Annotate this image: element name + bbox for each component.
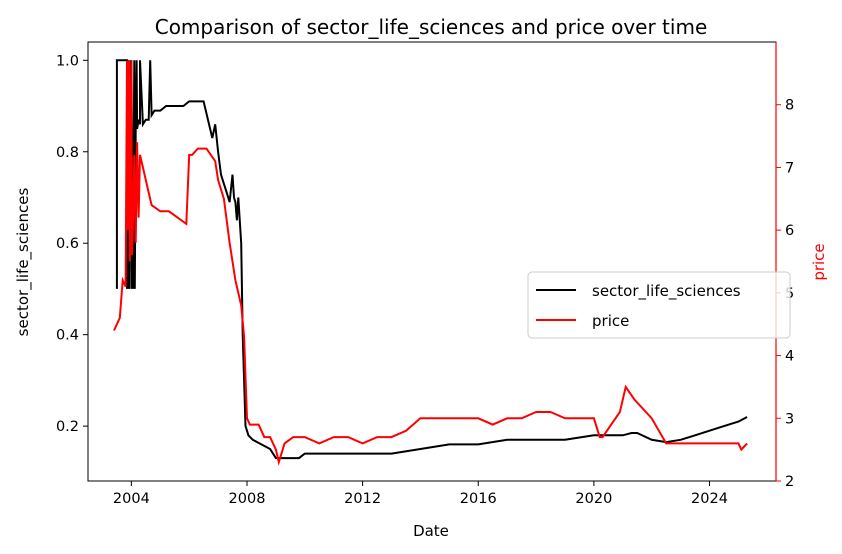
- legend-label-sector-life-sciences: sector_life_sciences: [592, 282, 741, 301]
- x-tick-label: 2024: [691, 491, 728, 507]
- right-y-tick-label: 6: [785, 223, 794, 239]
- legend-box: [527, 271, 791, 339]
- legend-label-price: price: [592, 312, 629, 330]
- series-line-sector-life-sciences: [115, 59, 748, 460]
- left-y-tick-label: 0.2: [56, 419, 79, 435]
- right-y-tick-label: 7: [785, 160, 794, 176]
- left-y-tick-label: 0.8: [56, 145, 79, 161]
- left-y-tick-label: 0.6: [56, 236, 79, 252]
- x-axis: 2004 2008 2012 2016 2020 2024: [113, 481, 728, 507]
- chart-title: Comparison of sector_life_sciences and p…: [155, 15, 708, 39]
- x-tick-label: 2016: [460, 491, 497, 507]
- right-y-tick-label: 8: [785, 98, 794, 114]
- x-tick-label: 2008: [229, 491, 266, 507]
- left-y-tick-label: 0.4: [56, 328, 79, 344]
- plot-area: [87, 41, 777, 482]
- right-y-tick-label: 2: [785, 474, 794, 490]
- x-tick-label: 2012: [344, 491, 381, 507]
- legend: sector_life_sciences price: [527, 271, 791, 339]
- right-y-tick-label: 4: [785, 349, 794, 365]
- series-line-price: [113, 60, 748, 467]
- right-y-axis-label: price: [810, 243, 828, 280]
- left-y-axis: 0.2 0.4 0.6 0.8 1.0: [56, 53, 88, 435]
- x-axis-label: Date: [413, 522, 449, 540]
- x-tick-label: 2004: [113, 491, 150, 507]
- plot-frame: [87, 41, 777, 482]
- left-y-tick-label: 1.0: [56, 53, 79, 69]
- left-y-axis-label: sector_life_sciences: [14, 188, 33, 337]
- right-y-tick-label: 3: [785, 411, 794, 427]
- x-tick-label: 2020: [575, 491, 612, 507]
